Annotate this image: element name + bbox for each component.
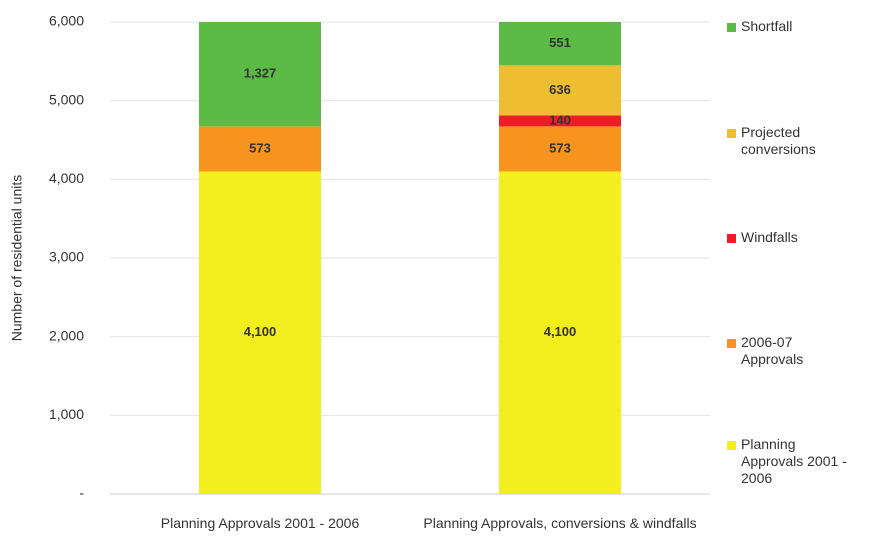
bar-segment bbox=[199, 22, 321, 127]
y-tick-label: 2,000 bbox=[49, 327, 84, 343]
legend-label: Projected conversions bbox=[741, 124, 816, 157]
y-tick-label: - bbox=[79, 485, 84, 501]
bar-segment bbox=[199, 126, 321, 172]
bar-segment bbox=[499, 115, 621, 127]
data-label: 4,100 bbox=[244, 324, 277, 339]
bar-segment bbox=[499, 171, 621, 494]
y-axis-title: Number of residential units bbox=[9, 175, 25, 342]
legend-marker bbox=[727, 234, 736, 243]
y-tick-label: 5,000 bbox=[49, 91, 84, 107]
x-tick-label: Planning Approvals, conversions & windfa… bbox=[423, 515, 697, 531]
data-label: 4,100 bbox=[544, 324, 577, 339]
legend-label: Windfalls bbox=[741, 229, 798, 245]
data-label: 636 bbox=[549, 82, 571, 97]
y-tick-label: 4,000 bbox=[49, 170, 84, 186]
bar-segment bbox=[199, 171, 321, 494]
bar-segment bbox=[499, 65, 621, 116]
bar-segment bbox=[499, 126, 621, 172]
legend-marker bbox=[727, 339, 736, 348]
data-label: 551 bbox=[549, 35, 571, 50]
data-label: 1,327 bbox=[244, 66, 277, 81]
legend-marker bbox=[727, 23, 736, 32]
legend-marker bbox=[727, 129, 736, 138]
legend-label: Planning Approvals 2001 - 2006 bbox=[741, 436, 847, 486]
x-tick-label: Planning Approvals 2001 - 2006 bbox=[160, 515, 360, 531]
y-tick-label: 1,000 bbox=[49, 406, 84, 422]
bar-segment bbox=[499, 22, 621, 66]
data-label: 140 bbox=[549, 112, 571, 127]
y-tick-label: 6,000 bbox=[49, 13, 84, 29]
y-tick-label: 3,000 bbox=[49, 249, 84, 265]
data-label: 573 bbox=[549, 140, 571, 155]
legend-marker bbox=[727, 441, 736, 450]
legend-label: 2006-07 Approvals bbox=[741, 334, 804, 367]
legend-label: Shortfall bbox=[741, 18, 793, 34]
data-label: 573 bbox=[249, 140, 271, 155]
